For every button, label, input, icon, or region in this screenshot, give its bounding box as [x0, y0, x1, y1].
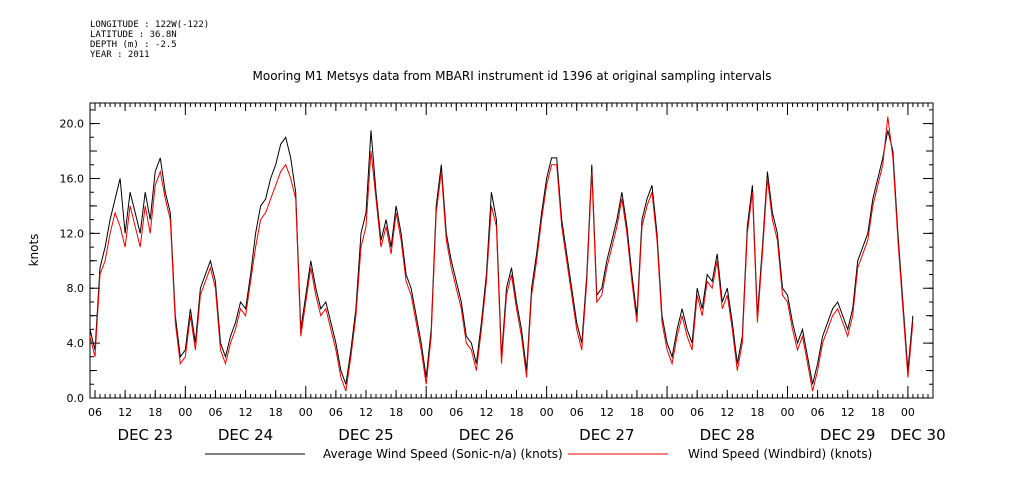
- year-line: YEAR : 2011: [90, 50, 150, 60]
- x-tick-label: 00: [540, 406, 554, 419]
- x-tick-label: 18: [630, 406, 644, 419]
- x-tick-label: 00: [780, 406, 794, 419]
- x-tick-label: 00: [178, 406, 192, 419]
- chart-title: Mooring M1 Metsys data from MBARI instru…: [253, 69, 772, 83]
- x-tick-label: 06: [449, 406, 463, 419]
- x-axis: 06 12 18 00 06 12 18 00 06 12 18 00 06 12 18 00 06 12 18 00…: [88, 103, 946, 444]
- x-tick-label: 06: [88, 406, 102, 419]
- x-tick-label: 06: [570, 406, 584, 419]
- y-axis-label: knots: [27, 234, 41, 267]
- x-day-label: DEC 24: [218, 426, 273, 444]
- series-line-windbird: [89, 116, 914, 392]
- x-tick-label: 18: [871, 406, 885, 419]
- x-tick-label: 12: [359, 406, 373, 419]
- x-tick-label: 18: [389, 406, 403, 419]
- x-tick-label: 00: [901, 406, 915, 419]
- x-day-label: DEC 25: [338, 426, 393, 444]
- x-day-label: DEC 29: [820, 426, 875, 444]
- x-tick-label: 18: [148, 406, 162, 419]
- x-tick-label: 12: [479, 406, 493, 419]
- y-axis: 0.0 4.0 8.0 12.0 16.0 20.0: [60, 118, 933, 405]
- x-tick-label: 12: [118, 406, 132, 419]
- y-tick-label: 0.0: [67, 392, 85, 405]
- y-tick-label: 4.0: [67, 337, 85, 350]
- x-day-label: DEC 27: [579, 426, 634, 444]
- plot-area: 0.04.08.012.016.020.0 06 12 18 00 06 12 18 00 06…: [60, 102, 946, 444]
- x-tick-label: 12: [600, 406, 614, 419]
- x-tick-label: 12: [720, 406, 734, 419]
- x-day-label: DEC 28: [700, 426, 755, 444]
- legend-label-windbird: Wind Speed (Windbird) (knots): [688, 447, 872, 461]
- longitude-line: LONGITUDE : 122W(-122): [90, 20, 210, 30]
- x-day-label: DEC 30: [890, 426, 945, 444]
- y-tick-label: 16.0: [60, 172, 85, 185]
- x-tick-label: 06: [208, 406, 222, 419]
- x-tick-label: 18: [269, 406, 283, 419]
- depth-line: DEPTH (m) : -2.5: [90, 40, 177, 50]
- x-day-label: DEC 23: [118, 426, 173, 444]
- legend: Average Wind Speed (Sonic-n/a) (knots) W…: [205, 447, 872, 461]
- metadata-block: LONGITUDE : 122W(-122) LATITUDE : 36.8N …: [90, 20, 209, 60]
- x-tick-label: 12: [841, 406, 855, 419]
- y-tick-label: 8.0: [67, 282, 85, 295]
- legend-label-sonic: Average Wind Speed (Sonic-n/a) (knots): [323, 447, 563, 461]
- x-tick-label: 06: [329, 406, 343, 419]
- x-tick-label: 12: [239, 406, 253, 419]
- x-tick-label: 00: [299, 406, 313, 419]
- y-tick-label: 20.0: [60, 118, 85, 131]
- x-tick-label: 06: [690, 406, 704, 419]
- x-day-label: DEC 26: [459, 426, 514, 444]
- series-line-sonic: [89, 130, 914, 385]
- x-tick-label: 18: [510, 406, 524, 419]
- x-tick-label: 18: [750, 406, 764, 419]
- x-tick-label: 06: [811, 406, 825, 419]
- y-tick-label: 12.0: [60, 227, 85, 240]
- x-tick-label: 00: [660, 406, 674, 419]
- series-lines: [89, 116, 914, 392]
- latitude-line: LATITUDE : 36.8N: [90, 30, 177, 40]
- x-tick-label: 00: [419, 406, 433, 419]
